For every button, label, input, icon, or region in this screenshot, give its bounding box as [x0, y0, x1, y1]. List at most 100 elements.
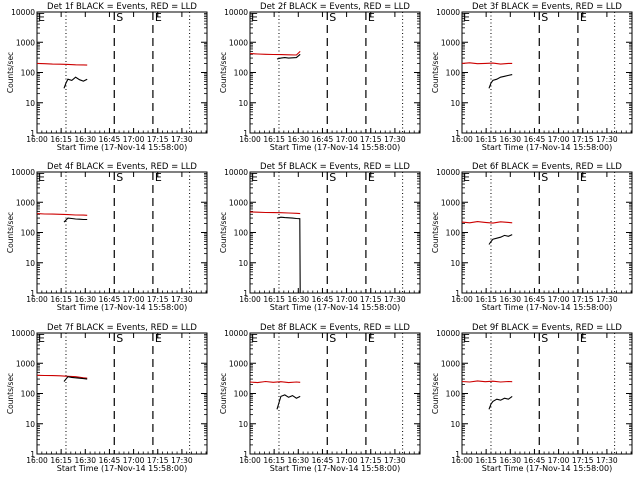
lld-series-line [249, 51, 301, 56]
y-tick-label: 1000 [16, 359, 35, 368]
x-tick-label: 17:30 [596, 135, 618, 144]
y-axis: 1 10 100 1000 10000 [224, 168, 420, 298]
y-axis-label: Counts/sec [219, 212, 228, 253]
panel-title: Det 7f BLACK = Events, RED = LLD [47, 323, 197, 333]
start-s-marker: S [541, 171, 548, 184]
x-tick-label: 16:15 [50, 295, 72, 304]
start-s-marker: S [329, 332, 336, 345]
y-axis-label: Counts/sec [431, 212, 440, 253]
x-axis: 16:00 16:15 16:30 16:45 17:00 17:15 17:30 [26, 172, 207, 304]
y-axis: 1 10 100 1000 10000 [11, 168, 207, 298]
y-tick-label: 1000 [441, 38, 460, 47]
lld-series-line [461, 221, 513, 224]
y-tick-label: 10000 [436, 8, 460, 17]
plot-frame [461, 11, 633, 134]
x-tick-label: 17:00 [336, 135, 358, 144]
y-tick-label: 10000 [224, 168, 248, 177]
x-tick-label: 17:15 [360, 295, 382, 304]
plot-frame [461, 332, 633, 455]
x-tick-label: 16:45 [524, 135, 546, 144]
y-tick-label: 1000 [229, 38, 248, 47]
x-tick-label: 16:45 [99, 456, 121, 465]
detector-panel-1: Det 1f BLACK = Events, RED = LLD 1 10 100 10… [6, 2, 208, 152]
start-s-marker: S [116, 11, 123, 24]
y-axis: 1 10 100 1000 10000 [436, 168, 632, 298]
end-e-marker: E [155, 171, 162, 184]
y-tick-label: 10000 [11, 329, 35, 338]
start-s-marker: S [541, 332, 548, 345]
x-axis-label: Start Time (17-Nov-14 15:58:00) [482, 464, 612, 473]
edge-e-marker: E [463, 171, 470, 184]
x-tick-label: 16:00 [239, 456, 261, 465]
y-tick-label: 10000 [224, 329, 248, 338]
edge-e-marker: E [38, 11, 45, 24]
events-series-line [488, 395, 513, 410]
y-tick-label: 100 [234, 390, 249, 399]
x-tick-label: 16:30 [499, 456, 521, 465]
x-axis-label: Start Time (17-Nov-14 15:58:00) [57, 143, 187, 152]
x-tick-label: 17:30 [384, 295, 406, 304]
detector-panel-9: Det 9f BLACK = Events, RED = LLD 1 10 100 10… [431, 323, 633, 473]
detector-panel-4: Det 4f BLACK = Events, RED = LLD 1 10 100 10… [6, 162, 208, 312]
y-tick-label: 1 [30, 129, 35, 138]
panel-title: Det 9f BLACK = Events, RED = LLD [472, 323, 622, 333]
y-axis: 1 10 100 1000 10000 [436, 329, 632, 459]
panel-title: Det 2f BLACK = Events, RED = LLD [260, 2, 410, 12]
y-axis-label: Counts/sec [6, 52, 15, 93]
y-axis-label: Counts/sec [6, 212, 15, 253]
x-tick-label: 16:30 [74, 295, 96, 304]
y-tick-label: 1 [455, 289, 460, 298]
edge-e-marker: E [463, 11, 470, 24]
end-e-marker: E [580, 171, 587, 184]
plot-frame [249, 11, 421, 134]
edge-e-marker: E [463, 332, 470, 345]
edge-e-marker: E [251, 332, 258, 345]
x-axis-label: Start Time (17-Nov-14 15:58:00) [270, 143, 400, 152]
x-tick-label: 17:00 [123, 456, 145, 465]
x-tick-label: 17:30 [384, 456, 406, 465]
panel-title: Det 6f BLACK = Events, RED = LLD [472, 162, 622, 172]
x-tick-label: 16:15 [475, 456, 497, 465]
start-s-marker: S [116, 332, 123, 345]
x-tick-label: 16:15 [475, 295, 497, 304]
x-tick-label: 17:30 [171, 456, 193, 465]
y-axis: 1 10 100 1000 10000 [436, 8, 632, 138]
detector-panel-5: Det 5f BLACK = Events, RED = LLD 1 10 100 10… [219, 162, 421, 312]
x-tick-label: 16:45 [312, 135, 334, 144]
x-tick-label: 17:15 [360, 135, 382, 144]
x-axis: 16:00 16:15 16:30 16:45 17:00 17:15 17:30 [26, 333, 207, 465]
y-tick-label: 1 [455, 450, 460, 459]
y-tick-label: 100 [446, 69, 461, 78]
detector-panel-3: Det 3f BLACK = Events, RED = LLD 1 10 100 10… [431, 2, 633, 152]
x-tick-label: 16:30 [499, 135, 521, 144]
plot-frame [36, 332, 208, 455]
y-tick-label: 1000 [229, 198, 248, 207]
y-tick-label: 10 [450, 99, 460, 108]
plot-frame [36, 171, 208, 294]
y-tick-label: 10 [238, 259, 248, 268]
y-tick-label: 1000 [441, 198, 460, 207]
y-tick-label: 1 [243, 450, 248, 459]
x-axis-label: Start Time (17-Nov-14 15:58:00) [57, 464, 187, 473]
x-tick-label: 16:45 [312, 456, 334, 465]
y-tick-label: 10000 [224, 8, 248, 17]
x-axis: 16:00 16:15 16:30 16:45 17:00 17:15 17:30 [239, 333, 420, 465]
y-tick-label: 1000 [16, 198, 35, 207]
y-axis-label: Counts/sec [219, 373, 228, 414]
y-axis: 1 10 100 1000 10000 [11, 329, 207, 459]
x-tick-label: 16:30 [287, 456, 309, 465]
panel-title: Det 3f BLACK = Events, RED = LLD [472, 2, 622, 12]
events-series-line [276, 394, 301, 410]
x-axis: 16:00 16:15 16:30 16:45 17:00 17:15 17:30 [239, 172, 420, 304]
panel-title: Det 4f BLACK = Events, RED = LLD [47, 162, 197, 172]
y-axis-label: Counts/sec [431, 373, 440, 414]
x-tick-label: 16:00 [26, 456, 48, 465]
x-tick-label: 17:00 [123, 295, 145, 304]
y-tick-label: 100 [21, 390, 36, 399]
y-tick-label: 100 [446, 390, 461, 399]
detector-panel-6: Det 6f BLACK = Events, RED = LLD 1 10 100 10… [431, 162, 633, 312]
x-axis: 16:00 16:15 16:30 16:45 17:00 17:15 17:30 [451, 333, 632, 465]
y-axis: 1 10 100 1000 10000 [224, 329, 420, 459]
edge-e-marker: E [251, 171, 258, 184]
x-tick-label: 16:45 [99, 295, 121, 304]
